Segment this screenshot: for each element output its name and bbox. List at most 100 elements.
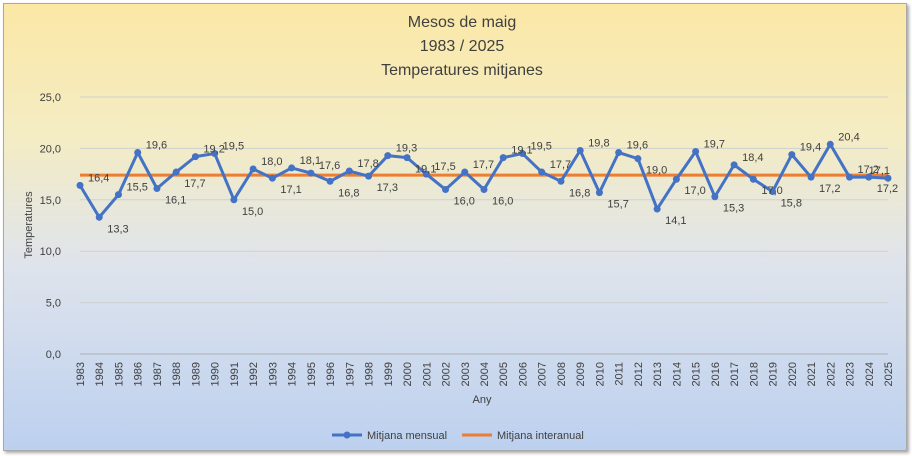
data-label: 17,7 bbox=[473, 159, 494, 171]
data-label: 19,5 bbox=[530, 141, 551, 153]
data-label: 17,1 bbox=[280, 184, 301, 196]
x-tick-label: 1990 bbox=[210, 362, 222, 386]
data-point bbox=[595, 189, 603, 197]
data-label: 17,2 bbox=[819, 183, 840, 195]
data-label: 19,0 bbox=[646, 165, 667, 177]
data-point bbox=[249, 165, 257, 173]
data-label: 19,7 bbox=[704, 138, 725, 150]
chart-frame bbox=[3, 3, 907, 451]
data-label: 19,1 bbox=[511, 145, 532, 157]
data-point bbox=[653, 205, 661, 213]
data-point bbox=[672, 175, 680, 183]
x-tick-label: 1996 bbox=[325, 362, 337, 386]
data-point bbox=[211, 150, 219, 158]
data-point bbox=[172, 168, 180, 176]
x-tick-label: 1998 bbox=[364, 362, 376, 386]
data-label: 17,0 bbox=[761, 185, 782, 197]
data-point bbox=[749, 175, 757, 183]
x-tick-label: 2022 bbox=[825, 362, 837, 386]
gridlines bbox=[80, 96, 888, 355]
data-label: 16,0 bbox=[454, 196, 475, 208]
data-point bbox=[711, 193, 719, 201]
data-point bbox=[730, 161, 738, 169]
data-point bbox=[499, 154, 507, 162]
data-label: 14,1 bbox=[665, 215, 686, 227]
data-label: 15,8 bbox=[781, 198, 802, 210]
data-label: 18,1 bbox=[300, 155, 321, 167]
data-point bbox=[365, 172, 373, 180]
legend-average-label: Mitjana interanual bbox=[497, 430, 584, 442]
data-label: 19,4 bbox=[800, 142, 821, 154]
data-point bbox=[518, 150, 526, 158]
data-point bbox=[114, 191, 122, 199]
data-point bbox=[307, 169, 315, 177]
data-point bbox=[384, 152, 392, 160]
data-label: 15,3 bbox=[723, 203, 744, 215]
x-tick-label: 1992 bbox=[248, 362, 260, 386]
data-point bbox=[480, 186, 488, 194]
legend: Mitjana mensual Mitjana interanual bbox=[332, 430, 584, 442]
x-tick-label: 2012 bbox=[633, 362, 645, 386]
data-point bbox=[76, 181, 84, 189]
x-tick-label: 2014 bbox=[671, 362, 683, 386]
legend-entry-average: Mitjana interanual bbox=[462, 430, 584, 442]
x-tick-label: 1991 bbox=[229, 362, 241, 386]
x-tick-label: 2025 bbox=[883, 362, 895, 386]
data-point bbox=[403, 154, 411, 162]
data-label: 19,6 bbox=[627, 140, 648, 152]
data-label: 19,8 bbox=[588, 137, 609, 149]
data-labels: 16,413,315,519,616,117,719,219,515,018,0… bbox=[88, 131, 898, 235]
x-tick-label: 2021 bbox=[806, 362, 818, 386]
data-point bbox=[461, 168, 469, 176]
data-label: 15,7 bbox=[607, 199, 628, 211]
data-label: 16,4 bbox=[88, 172, 109, 184]
data-label: 17,7 bbox=[184, 178, 205, 190]
data-point bbox=[557, 177, 565, 185]
data-point bbox=[288, 164, 296, 172]
data-label: 17,7 bbox=[550, 159, 571, 171]
data-label: 19,3 bbox=[396, 143, 417, 155]
data-point bbox=[769, 188, 777, 196]
x-tick-label: 1999 bbox=[383, 362, 395, 386]
x-tick-label: 2009 bbox=[575, 362, 587, 386]
data-label: 19,1 bbox=[415, 164, 436, 176]
x-tick-label: 1988 bbox=[171, 362, 183, 386]
data-point bbox=[788, 151, 796, 159]
legend-monthly-marker bbox=[343, 431, 351, 439]
x-tick-label: 1985 bbox=[113, 362, 125, 386]
data-label: 17,0 bbox=[684, 185, 705, 197]
data-label: 16,8 bbox=[569, 187, 590, 199]
data-label: 19,2 bbox=[203, 144, 224, 156]
x-tick-label: 2023 bbox=[845, 362, 857, 386]
data-point bbox=[442, 186, 450, 194]
x-tick-label: 2002 bbox=[441, 362, 453, 386]
data-point bbox=[865, 173, 873, 181]
y-tick-label: 0,0 bbox=[46, 349, 61, 361]
x-tick-label: 1986 bbox=[133, 362, 145, 386]
data-label: 18,4 bbox=[742, 152, 763, 164]
data-label: 13,3 bbox=[107, 223, 128, 235]
legend-monthly-label: Mitjana mensual bbox=[367, 430, 447, 442]
chart-title-line-1: Mesos de maig bbox=[408, 14, 517, 31]
data-point bbox=[326, 177, 334, 185]
x-tick-label: 2003 bbox=[460, 362, 472, 386]
x-tick-label: 2020 bbox=[787, 362, 799, 386]
x-axis-title: Any bbox=[473, 394, 492, 406]
legend-entry-monthly: Mitjana mensual bbox=[332, 430, 447, 442]
x-tick-label: 1997 bbox=[344, 362, 356, 386]
data-label: 18,0 bbox=[261, 156, 282, 168]
x-tick-label: 2018 bbox=[748, 362, 760, 386]
data-point bbox=[230, 196, 238, 204]
x-tick-label: 2001 bbox=[421, 362, 433, 386]
data-label: 15,5 bbox=[126, 182, 147, 194]
y-tick-label: 5,0 bbox=[46, 298, 61, 310]
data-point bbox=[807, 173, 815, 181]
y-tick-label: 15,0 bbox=[40, 195, 61, 207]
x-tick-label: 1994 bbox=[287, 362, 299, 386]
data-label: 19,5 bbox=[223, 141, 244, 153]
data-point bbox=[95, 213, 103, 221]
data-point bbox=[268, 174, 276, 182]
x-tick-label: 2005 bbox=[498, 362, 510, 386]
data-point bbox=[634, 155, 642, 163]
data-point bbox=[846, 173, 854, 181]
